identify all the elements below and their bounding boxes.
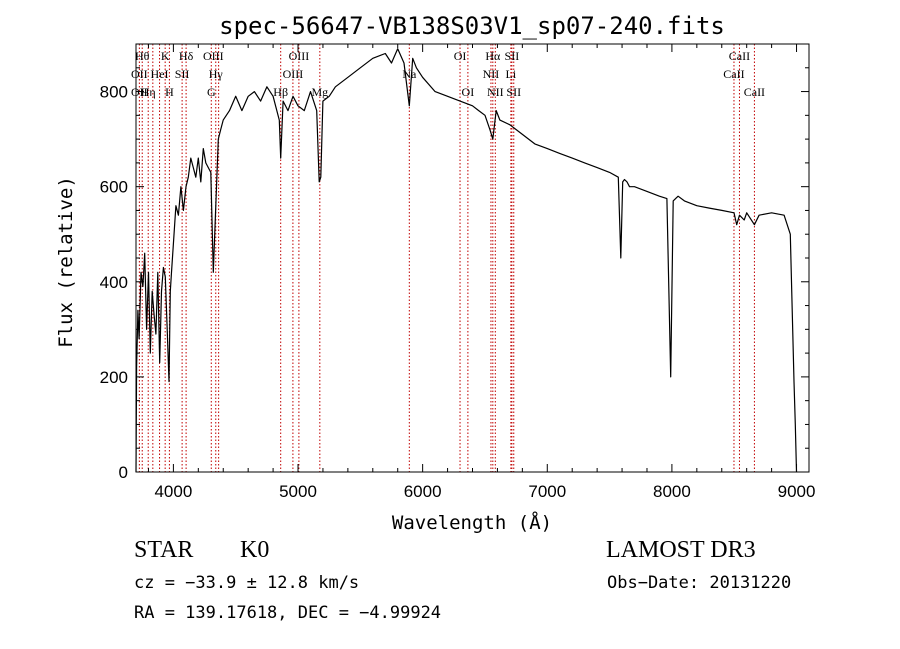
y-axis: 0 200 400 600 800 [100, 67, 809, 482]
line-label: SII [506, 85, 521, 99]
line-label: Hγ [209, 67, 224, 81]
line-label: SII [175, 67, 190, 81]
x-axis-label: Wavelength (Å) [392, 511, 552, 534]
x-tick-label: 4000 [154, 482, 192, 501]
x-tick-label: 9000 [778, 482, 816, 501]
line-label: Mg [311, 85, 328, 99]
line-label: HeI [151, 67, 169, 81]
line-label: NII [487, 85, 504, 99]
x-tick-label: 5000 [279, 482, 317, 501]
y-tick-label: 400 [100, 273, 128, 292]
line-label: OI [454, 49, 467, 63]
object-class: STAR [134, 537, 194, 563]
x-tick-label: 7000 [528, 482, 566, 501]
line-label: SII [505, 49, 520, 63]
line-label: H [165, 85, 174, 99]
redshift-velocity: cz = −33.9 ± 12.8 km/s [134, 573, 360, 593]
line-label: CaII [723, 67, 744, 81]
y-tick-label: 200 [100, 368, 128, 387]
spectral-line-markers [138, 44, 755, 472]
y-tick-label: 0 [119, 463, 128, 482]
x-tick-label: 8000 [653, 482, 691, 501]
line-label: Hη [141, 85, 156, 99]
line-label: NII [483, 67, 500, 81]
ra-dec-coordinates: RA = 139.17618, DEC = −4.99924 [134, 603, 442, 623]
line-label: CaII [729, 49, 750, 63]
line-label: OIII [283, 67, 304, 81]
line-label: K [161, 49, 170, 63]
y-tick-label: 800 [100, 83, 128, 102]
line-label: OII [131, 67, 148, 81]
x-tick-label: 6000 [404, 482, 442, 501]
line-label: Li [506, 67, 517, 81]
line-label: Hβ [273, 85, 288, 99]
spectral-subclass: K0 [240, 537, 270, 563]
observation-date: Obs−Date: 20131220 [607, 573, 792, 593]
x-axis: 4000 5000 6000 7000 8000 9000 [147, 44, 816, 501]
line-label: OI [462, 85, 475, 99]
y-tick-label: 600 [100, 178, 128, 197]
line-label: Hθ [135, 49, 150, 63]
line-label: OIII [203, 49, 224, 63]
line-label: Hδ [179, 49, 194, 63]
line-label: G [207, 85, 216, 99]
line-label: Hα [485, 49, 501, 63]
spectrum-series-line [135, 48, 798, 473]
survey-name: LAMOST DR3 [606, 537, 756, 563]
chart-title: spec-56647-VB138S03V1_sp07-240.fits [219, 12, 725, 40]
line-label: OIII [289, 49, 310, 63]
y-axis-label: Flux (relative) [55, 176, 77, 348]
line-label: CaII [744, 85, 765, 99]
plot-frame [135, 43, 810, 473]
